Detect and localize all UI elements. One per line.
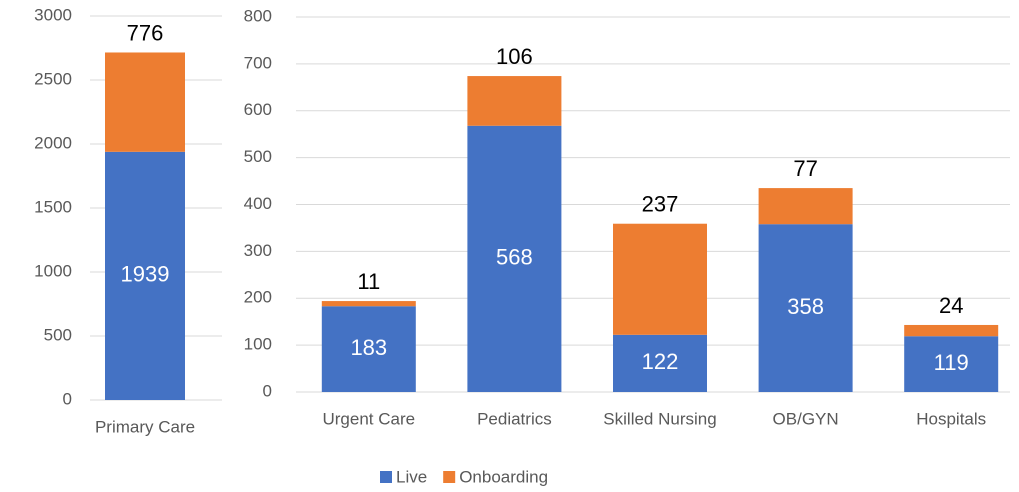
y-tick-label: 100: [244, 335, 272, 354]
data-label: 776: [127, 20, 164, 45]
y-tick-label: 500: [44, 325, 72, 344]
bar-segment: [758, 224, 853, 392]
legend-swatch: [380, 471, 392, 483]
y-tick-label: 600: [244, 100, 272, 119]
data-label: 183: [350, 335, 387, 360]
data-label: 77: [793, 156, 817, 181]
y-tick-label: 3000: [34, 5, 72, 24]
data-label: 1939: [121, 262, 170, 287]
y-tick-label: 800: [244, 6, 272, 25]
y-tick-label: 1500: [34, 197, 72, 216]
x-tick-label: Pediatrics: [477, 409, 552, 428]
legend-label: Live: [396, 467, 427, 486]
x-tick-label: Skilled Nursing: [603, 409, 716, 428]
y-tick-label: 200: [244, 288, 272, 307]
y-tick-label: 0: [63, 389, 72, 408]
bar-segment: [613, 334, 707, 392]
y-tick-label: 500: [244, 147, 272, 166]
y-tick-label: 1000: [34, 261, 72, 280]
x-tick-label: Hospitals: [916, 409, 986, 428]
bar-segment: [758, 188, 853, 225]
bar-segment: [321, 306, 416, 392]
bar-segment: [467, 76, 562, 126]
y-tick-label: 2000: [34, 133, 72, 152]
data-label: 122: [642, 349, 679, 374]
legend-swatch: [443, 471, 456, 483]
data-label: 106: [496, 44, 533, 69]
data-label: 568: [496, 245, 533, 270]
y-tick-label: 0: [263, 381, 272, 400]
y-tick-label: 2500: [34, 69, 72, 88]
bar-segment: [321, 301, 416, 307]
bar-segment: [105, 52, 185, 152]
x-tick-label: Primary Care: [95, 417, 195, 436]
y-tick-label: 400: [244, 194, 272, 213]
bar-segment: [904, 336, 999, 392]
x-tick-label: Urgent Care: [322, 409, 415, 428]
bar-segment: [105, 151, 185, 400]
y-tick-label: 300: [244, 241, 272, 260]
data-label: 24: [939, 293, 963, 318]
legend-label: Onboarding: [459, 467, 548, 486]
data-label: 119: [934, 350, 969, 375]
data-label: 358: [787, 294, 824, 319]
y-tick-label: 700: [244, 53, 272, 72]
bar-segment: [904, 324, 999, 337]
data-label: 11: [357, 269, 380, 294]
bar-segment: [613, 223, 707, 335]
x-tick-label: OB/GYN: [773, 409, 839, 428]
bar-segment: [467, 125, 562, 392]
data-label: 237: [642, 192, 679, 217]
